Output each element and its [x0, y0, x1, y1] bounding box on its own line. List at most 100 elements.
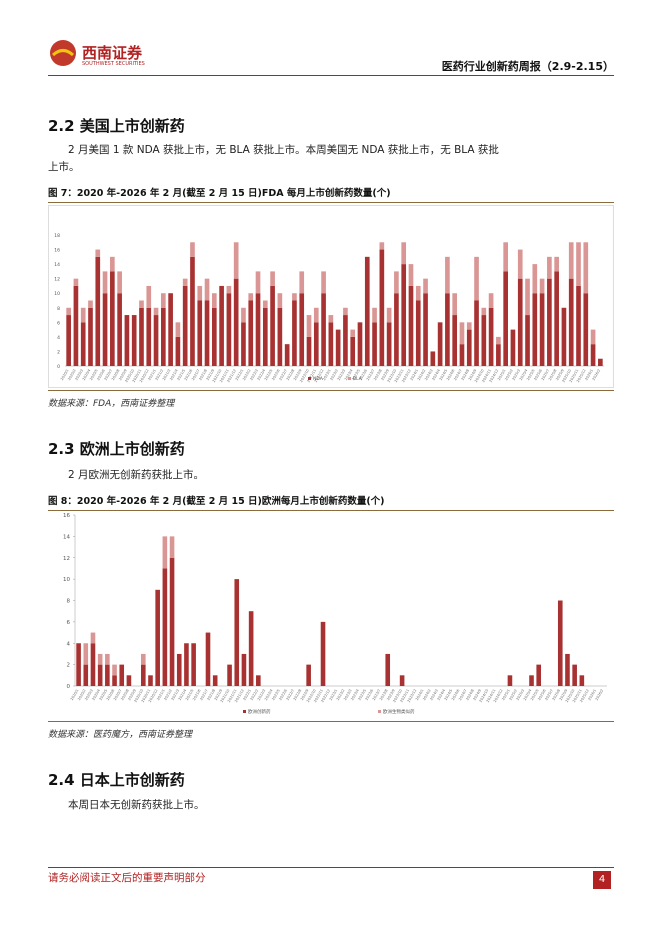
y-tick-label: 4 — [67, 641, 71, 647]
x-tick-label: 2025/6 — [533, 369, 543, 382]
page-number: 4 — [593, 871, 611, 889]
bar-segment — [112, 675, 117, 686]
bar-segment — [248, 293, 254, 301]
x-tick-label: 2024/6 — [446, 369, 456, 382]
x-tick-label: 2023/2 — [329, 369, 339, 382]
paragraph: 本周日本无创新药获批上市。 — [68, 799, 205, 811]
bar-segment — [408, 285, 414, 366]
bar-segment — [423, 293, 428, 366]
bar-segment — [335, 329, 341, 366]
bar-segment — [547, 278, 552, 366]
x-tick-label: 2022/11 — [313, 689, 324, 704]
x-tick-label: 2020/7 — [104, 369, 114, 382]
chart-frame — [48, 205, 614, 388]
bar-segment — [565, 653, 570, 686]
bar-segment — [112, 664, 117, 676]
x-tick-label: 2020/11 — [141, 689, 152, 704]
x-tick-label: 2021/7 — [199, 689, 209, 702]
x-tick-label: 2026/1 — [587, 689, 597, 702]
x-tick-label: 2025/6 — [537, 689, 547, 702]
bar-segment — [292, 300, 297, 366]
bar-segment — [140, 664, 146, 686]
x-tick-label: 2024/5 — [444, 689, 454, 702]
bar-segment — [583, 293, 589, 366]
bar-segment — [415, 285, 421, 301]
x-tick-label: 2020/9 — [127, 689, 137, 702]
chart: 0246810121416182020/12020/22020/32020/42… — [48, 205, 614, 388]
source: 数据来源：FDA，西南证券整理 — [48, 390, 614, 409]
logo-en: SOUTHWEST SECURITIES — [82, 61, 145, 67]
bar-segment — [233, 242, 239, 279]
bar-segment — [408, 264, 414, 286]
bar-segment — [481, 315, 487, 366]
x-tick-label: 2020/7 — [113, 689, 123, 702]
y-tick-label: 6 — [57, 320, 60, 326]
x-tick-label: 2020/3 — [74, 369, 84, 382]
bar-segment — [372, 322, 377, 366]
figure-caption: 图 7：2020 年-2026 年 2 月(截至 2 月 15 日)FDA 每月… — [48, 185, 614, 203]
bar-segment — [241, 307, 246, 323]
bar-segment — [212, 675, 218, 686]
source: 数据来源：医药魔方，西南证券整理 — [48, 721, 614, 740]
x-tick-label: 2021/3 — [162, 369, 172, 382]
bar-segment — [459, 322, 465, 345]
bar-segment — [191, 643, 196, 686]
bar-segment — [197, 300, 203, 366]
y-tick-label: 18 — [54, 233, 60, 239]
bar-segment — [284, 344, 290, 366]
bar-segment — [386, 322, 392, 366]
x-tick-label: 2022/4 — [264, 688, 274, 701]
bar-segment — [182, 278, 188, 286]
x-tick-label: 2025/8 — [552, 689, 562, 702]
x-tick-label: 2025/4 — [519, 368, 529, 381]
bar-segment — [474, 256, 479, 301]
y-tick-label: 2 — [57, 349, 60, 355]
x-tick-label: 2020/4 — [82, 368, 92, 381]
x-tick-label: 2022/7 — [278, 369, 288, 382]
legend-label: 欧洲生物类似药 — [383, 708, 415, 715]
x-tick-label: 2024/7 — [458, 689, 468, 702]
section-heading: 2.2 美国上市创新药 — [48, 117, 185, 135]
legend-label: BLA — [353, 376, 363, 382]
header-rule — [48, 75, 614, 76]
bar-segment — [386, 307, 392, 323]
legend-swatch — [348, 377, 351, 380]
bar-segment — [321, 293, 326, 366]
x-tick-label: 2021/2 — [155, 369, 165, 382]
x-tick-label: 2022/6 — [271, 369, 281, 382]
x-tick-label: 2026/1 — [584, 369, 594, 382]
x-tick-label: 2020/3 — [84, 689, 94, 702]
x-tick-label: 2020/11 — [132, 369, 143, 384]
x-tick-label: 2021/5 — [185, 689, 195, 702]
x-tick-label: 2021/5 — [176, 369, 186, 382]
x-tick-label: 2021/1 — [147, 369, 157, 382]
legend-swatch — [243, 710, 246, 713]
x-tick-label: 2025/12 — [579, 689, 590, 704]
bar-segment — [401, 264, 407, 366]
bar-segment — [299, 271, 305, 294]
bar-segment — [364, 256, 370, 366]
x-tick-label: 2023/1 — [322, 369, 332, 382]
x-tick-label: 2025/9 — [559, 689, 569, 702]
bar-segment — [590, 329, 596, 345]
report-title: 医药行业创新药周报（2.9-2.15） — [441, 60, 614, 73]
x-tick-label: 2025/12 — [576, 369, 587, 384]
bar-segment — [126, 675, 132, 686]
x-tick-label: 2021/1 — [156, 689, 166, 702]
y-tick-label: 8 — [57, 306, 60, 312]
x-tick-label: 2020/1 — [60, 369, 70, 382]
x-tick-label: 2024/11 — [481, 369, 492, 384]
bar-segment — [131, 315, 137, 366]
y-tick-label: 10 — [54, 291, 60, 297]
x-tick-label: 2022/8 — [286, 369, 296, 382]
bar-segment — [161, 307, 166, 366]
x-tick-label: 2022/1 — [235, 369, 245, 382]
x-tick-label: 2021/4 — [178, 688, 188, 701]
x-tick-label: 2024/8 — [465, 689, 475, 702]
x-tick-label: 2023/11 — [399, 689, 410, 704]
x-tick-label: 2023/1 — [329, 689, 339, 702]
bar-segment — [73, 278, 79, 286]
bar-segment — [321, 271, 326, 294]
bar-segment — [583, 242, 589, 294]
